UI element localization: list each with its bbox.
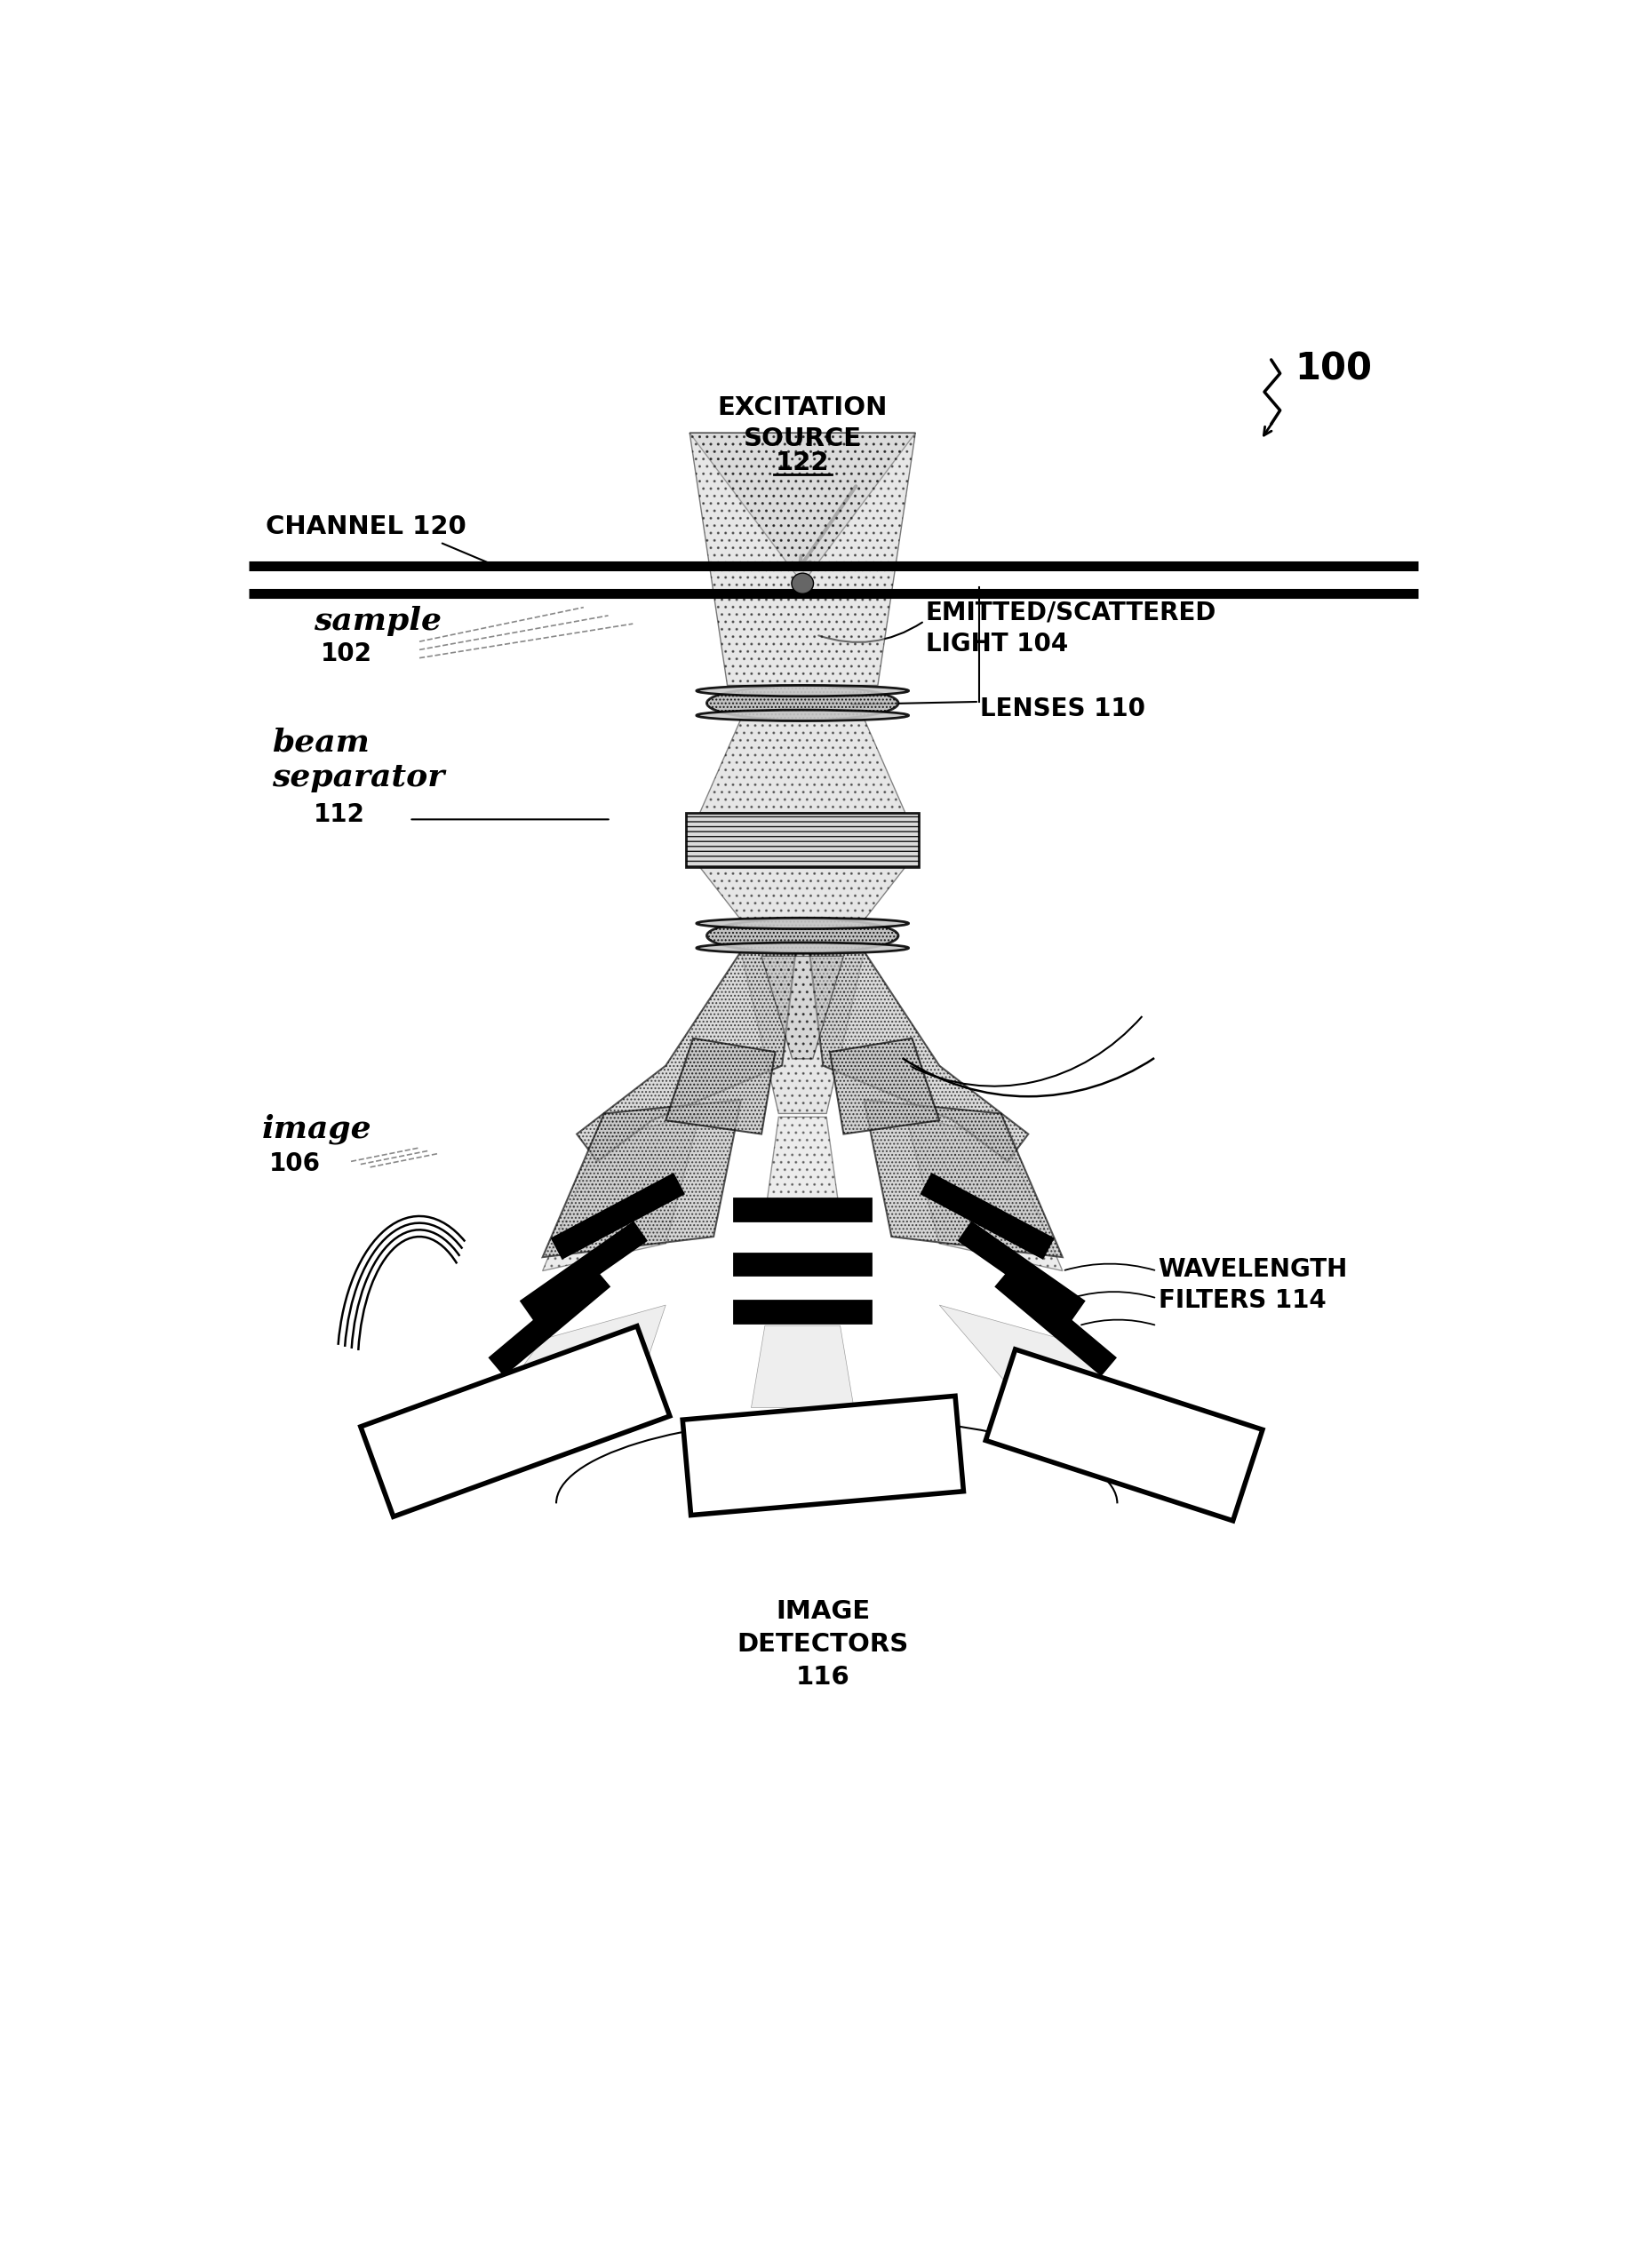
Polygon shape — [863, 1100, 1062, 1256]
Polygon shape — [733, 1198, 872, 1220]
Polygon shape — [985, 1349, 1262, 1522]
Text: image: image — [262, 1114, 372, 1143]
Text: 100: 100 — [1296, 352, 1372, 388]
Polygon shape — [699, 866, 906, 921]
Polygon shape — [741, 950, 863, 1114]
Polygon shape — [751, 1325, 854, 1408]
Text: IMAGE
DETECTORS
116: IMAGE DETECTORS 116 — [737, 1599, 909, 1690]
Text: sample: sample — [314, 606, 441, 637]
Polygon shape — [761, 957, 844, 1059]
Polygon shape — [733, 1302, 872, 1322]
Polygon shape — [922, 1175, 1052, 1259]
Ellipse shape — [696, 685, 909, 696]
Ellipse shape — [707, 685, 898, 721]
Text: 106: 106 — [268, 1152, 320, 1177]
Polygon shape — [940, 1304, 1158, 1429]
Text: 102: 102 — [320, 642, 372, 667]
Text: WAVELENGTH
FILTERS 114: WAVELENGTH FILTERS 114 — [1158, 1256, 1348, 1313]
Polygon shape — [906, 1114, 1062, 1270]
Polygon shape — [733, 1254, 872, 1275]
Ellipse shape — [696, 710, 909, 721]
Polygon shape — [683, 1395, 964, 1515]
Text: 122: 122 — [776, 449, 829, 474]
Polygon shape — [489, 1270, 608, 1374]
Text: EMITTED/SCATTERED
LIGHT 104: EMITTED/SCATTERED LIGHT 104 — [925, 601, 1216, 655]
Text: beam
separator: beam separator — [272, 728, 446, 792]
Ellipse shape — [707, 919, 898, 953]
Polygon shape — [665, 1039, 776, 1134]
Polygon shape — [810, 950, 1028, 1161]
Text: CHANNEL 120: CHANNEL 120 — [265, 515, 467, 540]
Text: 112: 112 — [314, 803, 364, 828]
Text: LENSES 110: LENSES 110 — [980, 696, 1146, 721]
Polygon shape — [689, 433, 915, 583]
Polygon shape — [522, 1222, 646, 1320]
Ellipse shape — [696, 919, 909, 930]
Polygon shape — [699, 719, 906, 812]
Polygon shape — [686, 812, 919, 866]
Polygon shape — [997, 1270, 1115, 1374]
Ellipse shape — [792, 574, 813, 594]
Polygon shape — [577, 950, 795, 1161]
Polygon shape — [689, 433, 915, 685]
Polygon shape — [361, 1327, 670, 1517]
Polygon shape — [829, 1039, 940, 1134]
Polygon shape — [553, 1175, 683, 1259]
Polygon shape — [543, 1100, 741, 1256]
Ellipse shape — [696, 943, 909, 953]
Polygon shape — [764, 1116, 841, 1216]
Polygon shape — [959, 1222, 1085, 1320]
Text: EXCITATION
SOURCE: EXCITATION SOURCE — [717, 395, 888, 451]
Polygon shape — [488, 1304, 665, 1415]
Polygon shape — [543, 1114, 699, 1270]
